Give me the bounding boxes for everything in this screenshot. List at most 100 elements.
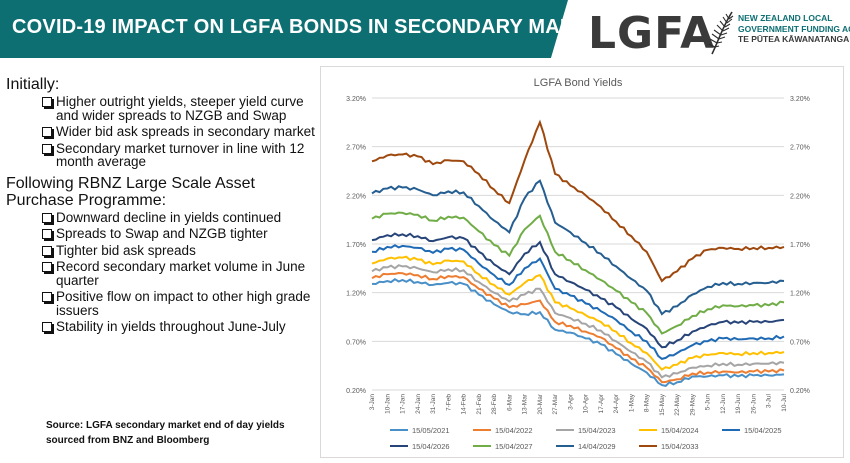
chart-area: LGFA Bond Yields 0.20% 0.20% 0.70% 0.70% 1.20… bbox=[320, 66, 844, 458]
y-tick-label: 2.20% bbox=[346, 193, 366, 200]
y-tick-label: 2.70% bbox=[346, 145, 366, 152]
y-tick-label: 3.20% bbox=[346, 96, 366, 103]
checkbox-bullet-icon bbox=[42, 212, 52, 223]
legend-label: 15/05/2021 bbox=[412, 426, 450, 435]
agency-line-1: NEW ZEALAND LOCAL bbox=[738, 13, 833, 23]
x-tick-label: 3-Apr bbox=[567, 393, 574, 410]
y2-tick-label: 3.20% bbox=[790, 96, 810, 103]
x-tick-label: 26-Jun bbox=[750, 394, 757, 414]
y2-tick-label: 0.20% bbox=[790, 388, 810, 395]
checkbox-bullet-icon bbox=[42, 245, 52, 256]
x-tick-label: 6-Mar bbox=[506, 393, 513, 411]
x-tick-label: 10-Apr bbox=[583, 393, 590, 413]
list-item: Stability in yields throughout June-July bbox=[42, 320, 326, 334]
list-item-text: Wider bid ask spreads in secondary marke… bbox=[56, 124, 315, 139]
y2-tick-label: 0.70% bbox=[790, 339, 810, 346]
series-line bbox=[371, 232, 785, 349]
legend-label: 15/04/2033 bbox=[661, 442, 699, 451]
x-tick-label: 3-Jul bbox=[766, 393, 773, 408]
series-line bbox=[371, 179, 785, 316]
checkbox-bullet-icon bbox=[42, 97, 52, 107]
y2-tick-label: 1.20% bbox=[790, 291, 810, 298]
x-tick-label: 8-May bbox=[644, 393, 651, 412]
checkbox-bullet-icon bbox=[42, 262, 52, 272]
agency-name: NEW ZEALAND LOCAL GOVERNMENT FUNDING AGE… bbox=[738, 13, 850, 45]
x-tick-label: 28-Feb bbox=[491, 394, 498, 415]
list-item-text: Positive flow on impact to other high gr… bbox=[56, 289, 311, 318]
y-tick-label: 0.20% bbox=[346, 388, 366, 395]
list-item: Higher outright yields, steeper yield cu… bbox=[42, 95, 326, 122]
checkbox-bullet-icon bbox=[42, 229, 52, 239]
series-line bbox=[371, 244, 785, 360]
x-tick-label: 29-May bbox=[689, 393, 696, 415]
x-tick-label: 14-Feb bbox=[461, 394, 468, 415]
chart-title: LGFA Bond Yields bbox=[534, 77, 623, 89]
x-tick-label: 31-Jan bbox=[430, 394, 437, 414]
y2-tick-label: 2.70% bbox=[790, 145, 810, 152]
x-tick-label: 27-Mar bbox=[552, 393, 559, 414]
x-tick-label: 13-Mar bbox=[522, 393, 529, 414]
x-tick-label: 17-Jan bbox=[400, 394, 407, 414]
logo-wordmark: LGFA bbox=[588, 8, 716, 59]
x-tick-label: 24-Jan bbox=[415, 394, 422, 414]
list-item-text: Tighter bid ask spreads bbox=[56, 242, 196, 258]
y2-tick-label: 1.70% bbox=[790, 242, 810, 249]
list-item-text: Secondary market turnover in line with 1… bbox=[56, 140, 305, 169]
chart-border bbox=[320, 66, 844, 458]
series-line bbox=[371, 119, 785, 283]
checkbox-bullet-icon bbox=[42, 322, 52, 332]
series-line bbox=[371, 211, 785, 335]
x-tick-label: 7-Feb bbox=[445, 394, 452, 411]
x-tick-label: 1-May bbox=[628, 393, 635, 412]
x-tick-label: 20-Mar bbox=[537, 393, 544, 414]
series-line bbox=[371, 264, 785, 379]
agency-line-3: TE PŪTEA KĀWANATANGA Ā-ROHE bbox=[738, 34, 850, 44]
page-title: COVID-19 IMPACT ON LGFA BONDS IN SECONDA… bbox=[12, 16, 616, 38]
checkbox-bullet-icon bbox=[42, 127, 52, 137]
list-item-text: Higher outright yields, steeper yield cu… bbox=[56, 94, 304, 123]
lgfa-bond-yields-chart: LGFA Bond Yields 0.20% 0.20% 0.70% 0.70% 1.20… bbox=[320, 66, 844, 458]
list-item-text: Downward decline in yields continued bbox=[56, 209, 282, 225]
list-item-text: Record secondary market volume in June q… bbox=[56, 259, 306, 288]
legend-label: 15/04/2027 bbox=[495, 442, 533, 451]
legend-label: 15/04/2026 bbox=[412, 442, 450, 451]
list-item-text: Stability in yields throughout June-July bbox=[56, 319, 286, 334]
x-tick-label: 3-Jan bbox=[369, 394, 376, 411]
x-tick-label: 21-Feb bbox=[476, 394, 483, 415]
following-heading: Following RBNZ Large Scale Asset Purchas… bbox=[6, 174, 255, 209]
list-item: Downward decline in yields continued bbox=[42, 209, 326, 225]
legend-label: 14/04/2029 bbox=[578, 442, 616, 451]
agency-line-2: GOVERNMENT FUNDING AGENCY bbox=[738, 23, 850, 34]
x-tick-label: 24-Apr bbox=[613, 393, 620, 413]
list-item: Positive flow on impact to other high gr… bbox=[42, 290, 326, 317]
series-line bbox=[371, 271, 785, 384]
y-tick-label: 0.70% bbox=[346, 339, 366, 346]
series-line bbox=[371, 277, 785, 387]
checkbox-bullet-icon bbox=[42, 292, 52, 302]
legend-label: 15/04/2025 bbox=[744, 426, 782, 435]
list-item-text: Spreads to Swap and NZGB tighter bbox=[56, 226, 268, 241]
header-banner bbox=[0, 0, 568, 58]
commentary: Initially: Higher outright yields, steep… bbox=[6, 76, 326, 337]
x-tick-label: 19-Jun bbox=[735, 394, 742, 414]
y-tick-label: 1.70% bbox=[346, 242, 366, 249]
x-tick-label: 17-Apr bbox=[598, 393, 605, 413]
x-tick-label: 10-Jul bbox=[781, 393, 788, 411]
x-tick-label: 5-Jun bbox=[705, 394, 712, 411]
y-tick-label: 1.20% bbox=[346, 291, 366, 298]
x-tick-label: 10-Jan bbox=[384, 394, 391, 414]
legend-label: 15/04/2023 bbox=[578, 426, 616, 435]
list-item: Record secondary market volume in June q… bbox=[42, 260, 326, 287]
list-item: Secondary market turnover in line with 1… bbox=[42, 140, 326, 169]
lgfa-logo: LGFA NEW ZEALAND LOCAL GOVERNMENT FUNDIN… bbox=[588, 6, 850, 59]
x-tick-label: 12-Jun bbox=[720, 394, 727, 414]
legend-label: 15/04/2024 bbox=[661, 426, 699, 435]
legend-label: 15/04/2022 bbox=[495, 426, 533, 435]
checkbox-bullet-icon bbox=[42, 143, 52, 154]
list-item: Tighter bid ask spreads bbox=[42, 242, 326, 258]
source-note: Source: LGFA secondary market end of day… bbox=[46, 420, 285, 446]
fern-icon bbox=[708, 11, 734, 55]
initially-heading: Initially: bbox=[6, 76, 60, 93]
x-tick-label: 22-May bbox=[674, 393, 681, 415]
y2-tick-label: 2.20% bbox=[790, 193, 810, 200]
